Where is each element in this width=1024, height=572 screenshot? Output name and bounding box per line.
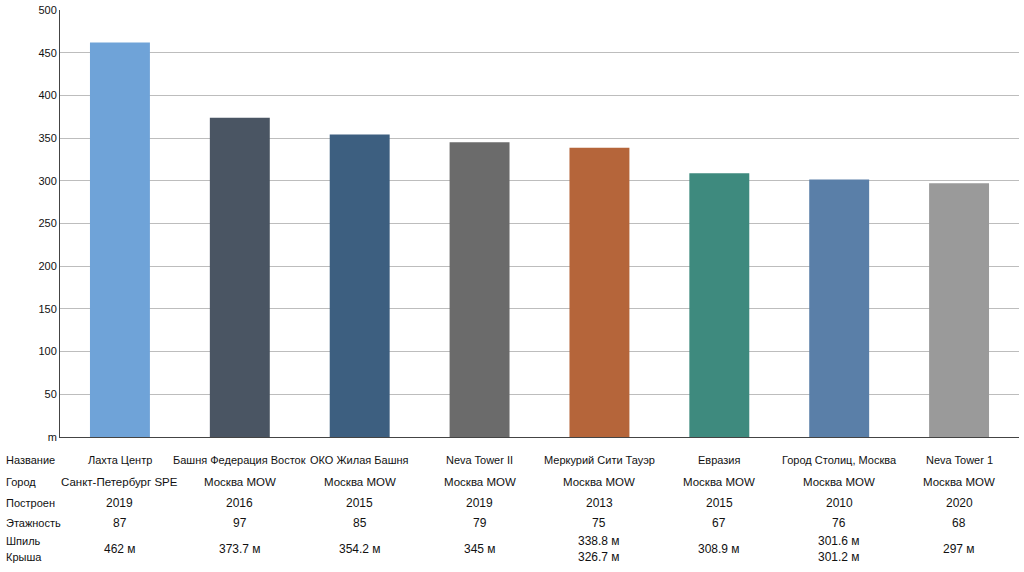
svg-text:345 м: 345 м [464,542,496,556]
svg-text:200: 200 [38,260,56,272]
svg-text:326.7 м: 326.7 м [578,550,620,564]
svg-text:Москва MOW: Москва MOW [324,476,396,488]
svg-text:301.2 м: 301.2 м [818,550,860,564]
svg-text:97: 97 [233,516,247,530]
svg-text:2016: 2016 [226,496,253,510]
svg-text:400: 400 [38,89,56,101]
svg-text:67: 67 [712,516,726,530]
svg-text:ОКО Жилая Башня: ОКО Жилая Башня [310,454,409,466]
svg-text:300: 300 [38,175,56,187]
svg-text:350: 350 [38,132,56,144]
svg-text:Москва MOW: Москва MOW [683,476,755,488]
svg-text:79: 79 [473,516,487,530]
svg-text:75: 75 [592,516,606,530]
svg-text:Этажность: Этажность [6,517,61,529]
svg-text:Москва MOW: Москва MOW [803,476,875,488]
svg-text:100: 100 [38,345,56,357]
svg-text:Башня Федерация Восток: Башня Федерация Восток [173,454,306,466]
svg-text:2013: 2013 [586,496,613,510]
svg-text:Шпиль: Шпиль [6,535,41,547]
svg-text:297 м: 297 м [943,542,975,556]
svg-text:Меркурий Сити Тауэр: Меркурий Сити Тауэр [544,454,655,466]
svg-text:76: 76 [832,516,846,530]
svg-text:2015: 2015 [346,496,373,510]
svg-text:Город Столиц, Москва: Город Столиц, Москва [782,454,897,466]
svg-text:500: 500 [38,4,56,16]
svg-text:Город: Город [6,476,36,488]
svg-text:354.2 м: 354.2 м [339,542,381,556]
svg-text:Москва MOW: Москва MOW [204,476,276,488]
svg-text:2019: 2019 [466,496,493,510]
svg-text:150: 150 [38,303,56,315]
svg-text:2020: 2020 [946,496,973,510]
svg-text:308.9 м: 308.9 м [698,542,740,556]
svg-text:Neva Tower 1: Neva Tower 1 [926,454,993,466]
svg-text:87: 87 [113,516,127,530]
svg-text:2019: 2019 [106,496,133,510]
svg-text:85: 85 [353,516,367,530]
svg-text:Москва MOW: Москва MOW [563,476,635,488]
svg-text:Крыша: Крыша [6,551,42,563]
svg-text:Санкт-Петербург SPE: Санкт-Петербург SPE [61,476,178,488]
svg-text:Построен: Построен [6,497,55,509]
svg-text:68: 68 [952,516,966,530]
svg-text:m: m [48,431,57,443]
svg-text:Лахта Центр: Лахта Центр [88,454,152,466]
svg-text:2015: 2015 [706,496,733,510]
svg-text:301.6 м: 301.6 м [818,534,860,548]
svg-text:Москва MOW: Москва MOW [444,476,516,488]
svg-text:50: 50 [45,388,57,400]
svg-text:462 м: 462 м [104,542,136,556]
svg-text:450: 450 [38,47,56,59]
svg-text:Москва MOW: Москва MOW [923,476,995,488]
svg-text:Евразия: Евразия [698,454,740,466]
svg-text:373.7 м: 373.7 м [219,542,261,556]
svg-text:250: 250 [38,217,56,229]
svg-text:2010: 2010 [826,496,853,510]
svg-text:Neva Tower II: Neva Tower II [446,454,513,466]
svg-text:338.8 м: 338.8 м [578,534,620,548]
svg-text:Название: Название [6,454,55,466]
